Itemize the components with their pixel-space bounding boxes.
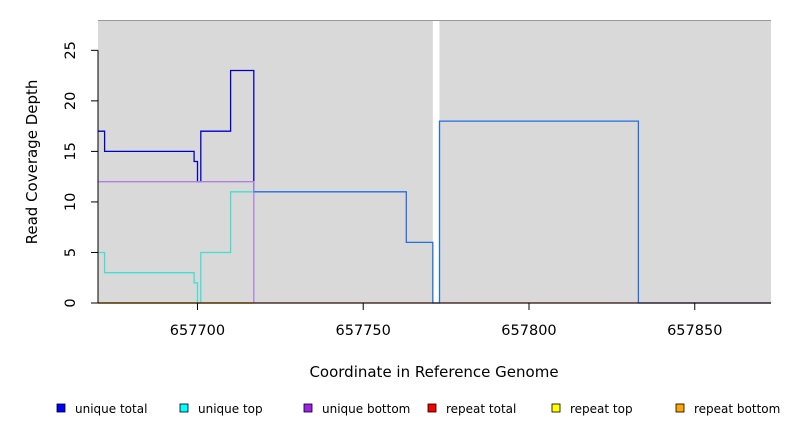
legend-item-repeat-bottom: repeat bottom xyxy=(675,402,780,416)
y-tick-label: 10 xyxy=(63,193,79,211)
legend-swatch xyxy=(303,403,313,413)
y-tick-label: 5 xyxy=(63,248,79,257)
legend-item-unique-top: unique top xyxy=(179,402,263,416)
y-ticks: 0 5 10 15 20 25 xyxy=(63,41,98,308)
plot-area xyxy=(98,20,771,303)
legend-label: unique top xyxy=(198,402,263,416)
x-tick-label: 657750 xyxy=(336,323,391,339)
y-tick-label: 0 xyxy=(63,298,79,307)
legend: unique total unique top unique bottom repea… xyxy=(56,402,780,416)
x-tick-label: 657800 xyxy=(501,323,556,339)
legend-label: repeat top xyxy=(570,402,633,416)
plot-top-edge xyxy=(98,20,771,21)
plot-background-right xyxy=(439,20,771,303)
axes xyxy=(97,50,771,304)
y-tick-label: 20 xyxy=(63,92,79,110)
x-tick-label: 657850 xyxy=(667,323,722,339)
legend-label: repeat total xyxy=(446,402,516,416)
legend-swatch xyxy=(179,403,189,413)
x-ticks: 657700 657750 657800 657850 xyxy=(170,303,722,339)
legend-label: unique bottom xyxy=(322,402,410,416)
legend-item-unique-bottom: unique bottom xyxy=(303,402,410,416)
legend-swatch xyxy=(675,403,685,413)
x-axis-title: Coordinate in Reference Genome xyxy=(309,363,558,381)
legend-label: unique total xyxy=(75,402,147,416)
legend-swatch xyxy=(56,403,66,413)
legend-item-repeat-total: repeat total xyxy=(427,402,516,416)
legend-swatch xyxy=(427,403,437,413)
legend-item-repeat-top: repeat top xyxy=(551,402,633,416)
y-tick-label: 15 xyxy=(63,142,79,160)
plot-background-left xyxy=(98,20,433,303)
y-axis-title: Read Coverage Depth xyxy=(23,80,41,245)
legend-swatch xyxy=(551,403,561,413)
legend-item-unique-total: unique total xyxy=(56,402,147,416)
y-tick-label: 25 xyxy=(63,41,79,59)
x-tick-label: 657700 xyxy=(170,323,225,339)
series-line-unique-bottom xyxy=(98,181,255,303)
series-line-unique-top xyxy=(98,191,254,304)
legend-label: repeat bottom xyxy=(694,402,780,416)
